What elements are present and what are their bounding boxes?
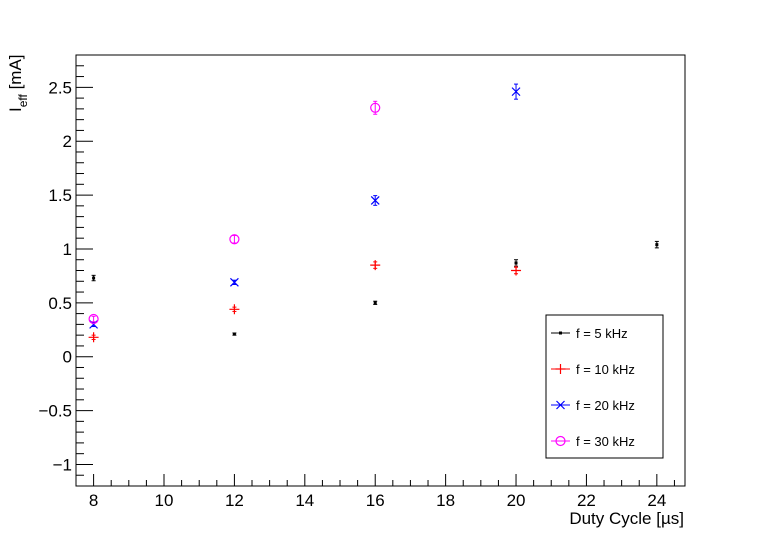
data-point [88,313,99,325]
legend-box [545,314,664,459]
series-4 [88,100,381,325]
x-tick-label: 24 [647,491,666,510]
legend-label: f = 10 kHz [576,362,635,377]
y-axis-title-unit: [mA] [6,54,25,94]
data-point [229,234,240,245]
y-axis: −1 −0.5 0 0.5 1 1.5 2 2.5 [38,54,93,487]
legend-label: f = 5 kHz [576,326,628,341]
data-point [229,304,240,315]
y-tick-label: 0 [63,348,72,367]
legend-label: f = 20 kHz [576,398,635,413]
x-tick-label: 16 [366,491,385,510]
data-point [232,332,236,336]
series-3 [89,83,521,329]
data-point [511,265,522,276]
data-point [370,260,381,271]
y-tick-label: 1 [63,240,72,259]
x-tick-label: 22 [577,491,596,510]
data-point [655,243,659,247]
data-point [373,301,377,305]
series-2 [88,260,522,343]
legend-marker [556,400,565,410]
x-tick-label: 18 [436,491,455,510]
series-1 [91,240,659,336]
y-tick-label: 2 [63,132,72,151]
legend: f = 5 kHz f = 10 kHz f = 20 kHz f = 30 kHz [545,314,664,459]
y-tick-label: 2.5 [48,78,72,97]
data-point [92,276,96,280]
x-tick-label: 14 [295,491,314,510]
data-point [370,196,380,205]
x-tick-label: 8 [89,491,98,510]
data-point [89,319,99,329]
data-point [370,102,381,113]
legend-marker [555,364,566,374]
y-tick-label: −1 [53,455,72,474]
y-tick-label: −0.5 [38,402,72,421]
data-point [229,277,239,287]
legend-marker [555,435,566,447]
y-tick-label: 0.5 [48,294,72,313]
y-axis-title: Ieff [mA] [6,54,30,112]
x-tick-label: 12 [225,491,244,510]
y-axis-title-subscript: eff [16,93,30,107]
x-tick-label: 20 [507,491,526,510]
data-point [514,261,518,265]
data-marks [88,83,659,343]
x-axis: 8 10 12 14 16 18 20 22 24 [75,474,675,510]
data-point [88,332,99,343]
data-point [511,87,521,97]
x-tick-label: 10 [155,491,174,510]
x-axis-title: Duty Cycle [µs] [569,509,684,528]
legend-label: f = 30 kHz [576,434,635,449]
y-tick-label: 1.5 [48,186,72,205]
legend-marker [559,331,562,335]
